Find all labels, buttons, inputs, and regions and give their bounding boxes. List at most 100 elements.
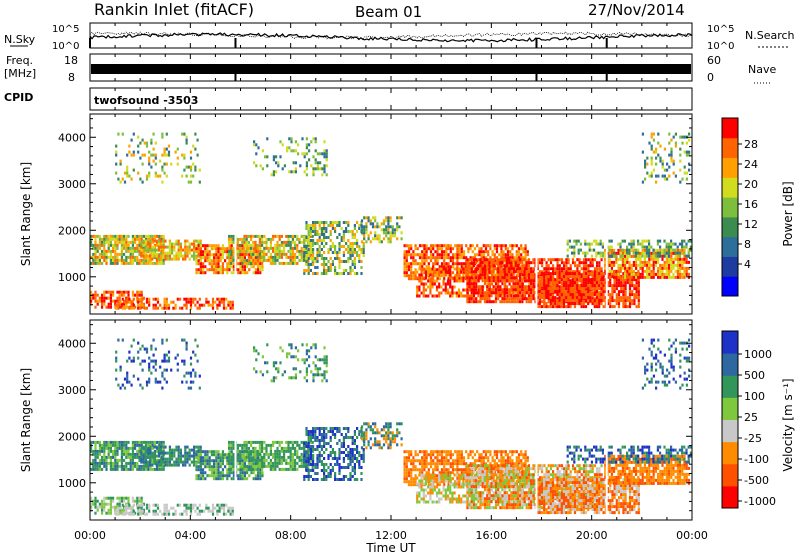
data-cell <box>635 305 638 309</box>
data-cell <box>502 244 505 248</box>
data-cell <box>468 282 471 286</box>
data-cell <box>334 221 337 224</box>
data-cell <box>118 305 121 309</box>
data-cell <box>210 247 213 251</box>
data-cell <box>165 306 168 310</box>
data-cell <box>429 256 433 260</box>
data-cell <box>613 299 616 303</box>
data-cell <box>186 251 189 255</box>
data-cell <box>116 234 119 238</box>
data-cell <box>199 244 202 248</box>
data-cell <box>316 242 319 245</box>
data-cell <box>261 243 264 247</box>
data-cell <box>494 294 498 298</box>
data-cell <box>165 300 168 304</box>
data-cell <box>117 303 120 307</box>
data-cell <box>440 250 444 254</box>
data-cell <box>650 144 653 148</box>
data-cell <box>90 296 93 300</box>
data-cell <box>584 239 587 243</box>
data-cell <box>536 302 539 306</box>
data-cell <box>331 224 334 227</box>
data-cell <box>158 234 161 238</box>
data-cell <box>508 276 511 280</box>
data-cell <box>258 240 261 244</box>
data-cell <box>131 452 134 456</box>
data-cell <box>661 251 664 255</box>
data-cell <box>554 284 557 288</box>
data-cell <box>615 257 618 261</box>
data-cell <box>196 512 199 516</box>
data-cell <box>679 248 682 252</box>
data-cell <box>418 276 421 280</box>
data-cell <box>126 153 129 157</box>
data-cell <box>444 267 447 271</box>
data-cell <box>449 250 452 254</box>
data-cell <box>230 249 233 253</box>
data-cell <box>241 247 244 251</box>
data-cell <box>369 231 372 235</box>
data-cell <box>157 257 160 261</box>
data-cell <box>294 167 297 171</box>
data-cell <box>681 245 684 249</box>
data-cell <box>685 260 688 264</box>
data-cell <box>466 291 469 295</box>
data-cell <box>580 275 583 279</box>
data-cell <box>512 297 515 301</box>
data-cell <box>569 302 572 306</box>
data-cell <box>149 257 152 261</box>
data-cell <box>143 512 146 516</box>
data-cell <box>296 243 299 247</box>
data-cell <box>479 267 483 271</box>
data-cell <box>456 259 459 263</box>
data-cell <box>418 288 421 292</box>
data-cell <box>305 146 308 150</box>
data-cell <box>681 260 684 264</box>
data-cell <box>161 153 164 157</box>
data-cell <box>558 272 561 276</box>
data-cell <box>347 248 350 251</box>
data-cell <box>465 274 468 278</box>
data-cell <box>314 161 317 165</box>
data-cell <box>628 248 631 252</box>
data-cell <box>562 275 566 279</box>
data-cell <box>596 270 599 274</box>
data-cell <box>96 449 99 453</box>
data-cell <box>661 272 664 276</box>
data-cell <box>198 297 201 301</box>
data-cell <box>98 446 101 450</box>
data-cell <box>215 253 218 257</box>
data-cell <box>663 248 666 252</box>
data-cell <box>407 253 411 257</box>
data-cell <box>336 236 339 239</box>
data-cell <box>218 300 221 304</box>
data-cell <box>525 267 528 271</box>
data-cell <box>418 265 422 269</box>
data-cell <box>520 265 523 269</box>
data-cell <box>536 305 539 309</box>
data-cell <box>595 281 599 285</box>
data-cell <box>142 234 145 238</box>
noise-sky-label: N.Sky <box>4 33 36 46</box>
data-cell <box>119 506 122 510</box>
data-cell <box>440 244 444 248</box>
data-cell <box>465 256 468 260</box>
data-cell <box>194 147 197 151</box>
data-cell <box>112 467 115 471</box>
data-cell <box>670 254 673 258</box>
data-cell <box>130 177 133 181</box>
data-cell <box>503 300 506 304</box>
data-cell <box>578 275 581 279</box>
data-cell <box>621 266 624 270</box>
data-cell <box>668 275 671 279</box>
data-cell <box>608 263 611 267</box>
data-cell <box>440 285 443 289</box>
data-cell <box>149 460 152 464</box>
data-cell <box>536 267 539 271</box>
data-cell <box>648 257 651 261</box>
data-cell <box>670 257 673 261</box>
data-cell <box>670 150 673 154</box>
data-cell <box>123 258 126 262</box>
data-cell <box>479 294 483 298</box>
data-cell <box>418 279 421 283</box>
